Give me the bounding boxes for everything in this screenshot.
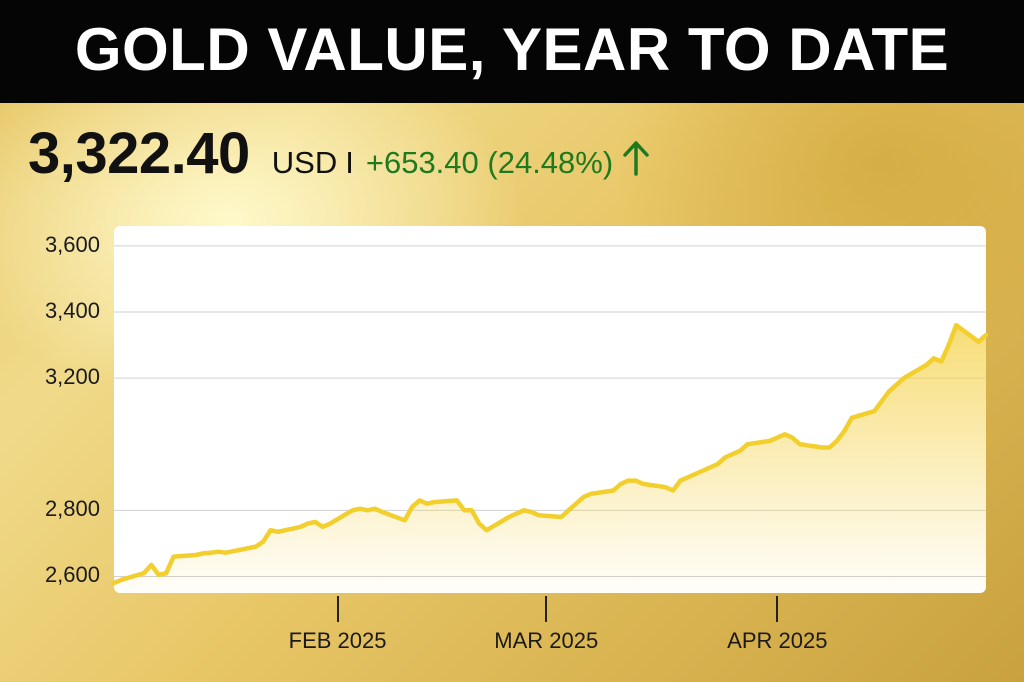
- y-tick-label: 2,600: [44, 562, 100, 588]
- price-line: [111, 322, 989, 586]
- currency-label: USD: [271, 145, 338, 180]
- up-arrow-icon: [621, 140, 651, 181]
- x-tick-label: APR 2025: [727, 628, 828, 653]
- x-tick-label: FEB 2025: [288, 628, 387, 653]
- separator: I: [345, 145, 354, 180]
- title-bar: GOLD VALUE, YEAR TO DATE: [0, 0, 1024, 103]
- price-area-fill: [114, 325, 986, 593]
- y-tick-label: 3,200: [44, 364, 100, 390]
- y-tick-label: 3,600: [44, 231, 100, 257]
- x-tick-mark: [545, 596, 548, 622]
- x-tick-mark: [336, 596, 339, 622]
- y-tick-label: 3,400: [44, 297, 100, 323]
- x-tick-label: MAR 2025: [494, 628, 599, 653]
- price-change: +653.40 (24.48%): [365, 145, 614, 180]
- page-title: GOLD VALUE, YEAR TO DATE: [74, 16, 950, 83]
- y-tick-label: 2,800: [44, 496, 100, 522]
- current-price: 3,322.40: [28, 121, 250, 186]
- quote-row: 3,322.40 USD I +653.40 (24.48%): [28, 120, 651, 200]
- x-tick-mark: [776, 596, 779, 622]
